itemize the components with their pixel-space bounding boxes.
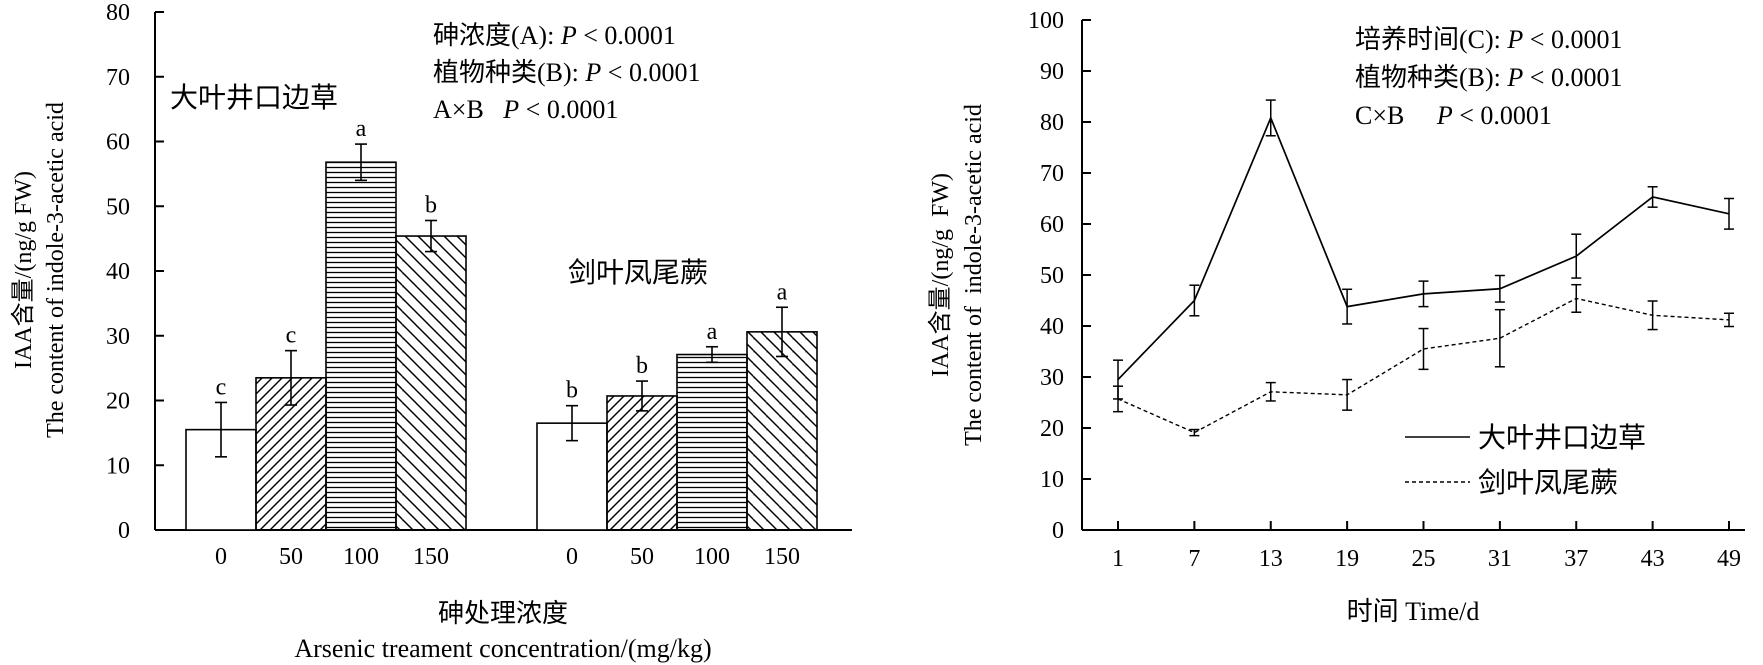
bar-x-tick-label: 150: [764, 544, 800, 570]
bar-significance-label: a: [707, 319, 718, 345]
line-x-axis-ticks: 1 7 13 19 25 31 37 43 49: [1112, 521, 1741, 572]
line-x-tick-label: 43: [1641, 546, 1665, 572]
bar-significance-label: b: [636, 353, 648, 379]
bar-g2-150: [746, 331, 818, 531]
bar-x-tick-label: 0: [215, 544, 227, 570]
line-x-tick-label: 1: [1112, 546, 1124, 572]
bar-x-tick-label: 50: [279, 544, 303, 570]
line-y-tick-label: 0: [1052, 518, 1064, 544]
bar-chart: 0 10 20 30 40 50 60 70 80 c 0 c 50 a 100 b 150 b 0 b 50 a 100…: [10, 0, 852, 663]
line-stat-line-1: 培养时间(C): P < 0.0001: [1355, 25, 1622, 54]
line-stat-line-2: 植物种类(B): P < 0.0001: [1355, 63, 1622, 92]
bar-y-axis-ticks: 0 10 20 30 40 50 60 70 80: [106, 0, 164, 544]
bar-g1-100: [325, 161, 397, 531]
bar-y-tick-label: 0: [118, 518, 130, 544]
line-ylabel-cn: IAA含量/(ng/g FW): [927, 173, 954, 377]
line-x-tick-label: 7: [1188, 546, 1200, 572]
line-x-tick-label: 31: [1488, 546, 1512, 572]
line-y-tick-label: 20: [1040, 416, 1064, 442]
bar-g2-50: [606, 395, 678, 531]
bar-significance-label: c: [216, 374, 227, 400]
line-marks: [1113, 99, 1734, 437]
bar-stat-line-2: 植物种类(B): P < 0.0001: [433, 58, 700, 87]
line-xlabel: 时间 Time/d: [1347, 597, 1480, 626]
line-x-tick-label: 13: [1259, 546, 1283, 572]
legend-label-series-2: 剑叶凤尾蕨: [1478, 467, 1618, 499]
bar-group-2-label: 剑叶凤尾蕨: [568, 257, 708, 289]
bar-y-tick-label: 80: [106, 0, 130, 26]
bar-g2-100: [676, 353, 748, 531]
line-ylabel-en: The content of indole-3-acetic acid: [961, 104, 987, 446]
bar-x-tick-label: 150: [413, 544, 449, 570]
line-legend: 大叶井口边草 剑叶凤尾蕨: [1405, 422, 1646, 499]
line-series-2: [1117, 297, 1730, 434]
line-y-tick-label: 80: [1040, 110, 1064, 136]
line-x-tick-label: 37: [1564, 546, 1588, 572]
bar-group-1-label: 大叶井口边草: [170, 82, 338, 114]
bar-significance-label: c: [286, 323, 297, 349]
line-y-tick-label: 50: [1040, 263, 1064, 289]
bar-significance-label: a: [777, 279, 788, 305]
bar-xlabel-en: Arsenic treament concentration/(mg/kg): [294, 634, 711, 663]
bar-stat-line-3: A×B P < 0.0001: [433, 95, 618, 124]
bar-y-tick-label: 10: [106, 453, 130, 479]
line-x-tick-label: 19: [1335, 546, 1359, 572]
bar-y-tick-label: 70: [106, 65, 130, 91]
bar-stat-line-1: 砷浓度(A): P < 0.0001: [433, 21, 676, 50]
line-x-tick-label: 25: [1412, 546, 1436, 572]
line-y-tick-label: 40: [1040, 314, 1064, 340]
bar-x-tick-label: 100: [694, 544, 730, 570]
bar-x-tick-label: 100: [343, 544, 379, 570]
line-y-tick-label: 30: [1040, 365, 1064, 391]
bar-g1-150: [395, 235, 467, 531]
legend-label-series-1: 大叶井口边草: [1478, 422, 1646, 454]
bar-y-tick-label: 60: [106, 130, 130, 156]
line-y-tick-label: 90: [1040, 59, 1064, 85]
bar-y-tick-label: 20: [106, 389, 130, 415]
bar-ylabel-en: The content of indole-3-acetic acid: [43, 102, 69, 438]
bar-y-tick-label: 40: [106, 259, 130, 285]
bar-ylabel-cn: IAA含量/(ng/g FW): [10, 171, 37, 369]
line-y-tick-label: 60: [1040, 212, 1064, 238]
bar-x-tick-label: 0: [566, 544, 578, 570]
line-y-tick-label: 100: [1028, 8, 1064, 34]
line-x-tick-label: 49: [1717, 546, 1741, 572]
bar-significance-label: a: [356, 116, 367, 142]
bar-x-tick-label: 50: [630, 544, 654, 570]
bar-y-tick-label: 30: [106, 324, 130, 350]
line-y-tick-label: 70: [1040, 161, 1064, 187]
bar-marks: c 0 c 50 a 100 b 150 b 0 b 50 a 100 a 150: [185, 116, 818, 570]
bar-y-tick-label: 50: [106, 194, 130, 220]
line-y-tick-label: 10: [1040, 467, 1064, 493]
bar-xlabel-cn: 砷处理浓度: [438, 599, 568, 628]
bar-significance-label: b: [566, 378, 578, 404]
line-stat-line-3: C×B P < 0.0001: [1355, 101, 1552, 130]
bar-significance-label: b: [425, 192, 437, 218]
